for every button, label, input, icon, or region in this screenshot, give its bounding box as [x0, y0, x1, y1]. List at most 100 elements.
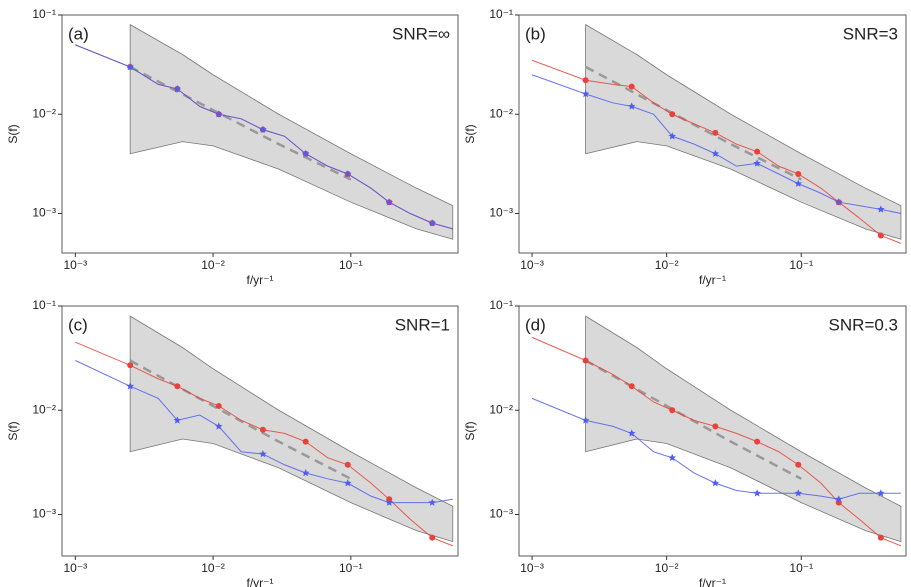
marker-star — [259, 450, 267, 458]
x-axis-label: f/yr⁻¹ — [699, 273, 726, 287]
x-tick-label: 10⁻² — [655, 561, 679, 575]
marker-star — [835, 198, 843, 206]
marker-star — [877, 489, 885, 497]
panel: 10⁻³ 10⁻² 10⁻¹ 10⁻³ 10⁻² 10⁻¹ (a) SNR=∞ f/yr⁻¹ S(… — [6, 7, 459, 287]
y-tick-label: 10⁻³ — [32, 206, 56, 220]
marker-dot — [174, 383, 181, 390]
marker-dot — [127, 362, 134, 369]
panel-label: (b) — [525, 24, 546, 43]
y-axis-label: S(f) — [463, 124, 477, 143]
spectrum-line — [75, 341, 453, 547]
marker-dot — [712, 129, 719, 136]
marker-star — [215, 110, 223, 118]
panel-label: (c) — [68, 315, 88, 334]
marker-star — [753, 489, 761, 497]
axes-frame — [518, 305, 907, 557]
spectrum-line — [531, 336, 902, 547]
y-tick-label: 10⁻² — [32, 402, 56, 416]
marker-star — [173, 416, 182, 424]
x-tick-label: 10⁻³ — [64, 561, 88, 575]
spectrum-line — [531, 397, 901, 500]
axes-frame — [61, 14, 459, 254]
marker-dot — [302, 438, 309, 445]
x-tick-label: 10⁻¹ — [339, 561, 363, 575]
y-tick-label: 10⁻¹ — [489, 298, 513, 312]
marker-dot — [344, 461, 351, 468]
x-tick-label: 10⁻² — [201, 561, 225, 575]
marker-dot — [754, 438, 761, 445]
x-axis-label: f/yr⁻¹ — [247, 576, 274, 587]
spectrum-line — [75, 44, 453, 230]
marker-dot — [259, 426, 266, 433]
y-tick-label: 10⁻³ — [489, 206, 513, 220]
x-tick-label: 10⁻¹ — [789, 258, 813, 272]
marker-star — [173, 84, 182, 93]
marker-dot — [669, 111, 676, 118]
y-axis-label: S(f) — [6, 124, 20, 143]
y-tick-label: 10⁻¹ — [32, 7, 56, 21]
confidence-band — [585, 315, 902, 543]
marker-star — [126, 382, 134, 390]
marker-star — [581, 90, 590, 98]
marker-star — [215, 422, 223, 430]
snr-annotation: SNR=1 — [395, 315, 450, 334]
marker-star — [301, 469, 310, 477]
marker-dot — [795, 171, 802, 178]
y-tick-label: 10⁻³ — [489, 507, 513, 521]
marker-star — [668, 453, 676, 461]
x-tick-label: 10⁻² — [201, 258, 225, 272]
marker-star — [668, 132, 676, 140]
snr-annotation: SNR=3 — [843, 24, 898, 43]
marker-dot — [712, 423, 719, 430]
marker-star — [794, 489, 803, 497]
axes-frame — [61, 305, 459, 557]
marker-star — [627, 102, 636, 110]
marker-star — [711, 479, 720, 487]
marker-star — [835, 495, 843, 503]
snr-annotation: SNR=0.3 — [829, 315, 898, 334]
x-axis-label: f/yr⁻¹ — [247, 273, 274, 287]
spectrum-line — [531, 74, 902, 214]
x-tick-label: 10⁻³ — [520, 258, 544, 272]
marker-star — [711, 149, 720, 157]
y-tick-label: 10⁻¹ — [32, 298, 56, 312]
marker-dot — [669, 407, 676, 414]
marker-star — [301, 149, 310, 157]
y-axis-label: S(f) — [463, 421, 477, 440]
marker-dot — [754, 148, 761, 155]
marker-star — [581, 416, 590, 424]
marker-star — [343, 170, 352, 178]
mean-line — [129, 65, 352, 181]
y-tick-label: 10⁻² — [489, 106, 513, 120]
marker-star — [385, 498, 393, 506]
marker-star — [428, 498, 436, 506]
panel: 10⁻³ 10⁻² 10⁻¹ 10⁻³ 10⁻² 10⁻¹ (b) SNR=3 f/yr⁻¹ S(… — [463, 7, 907, 287]
marker-dot — [429, 534, 436, 541]
panel: 10⁻³ 10⁻² 10⁻¹ 10⁻³ 10⁻² 10⁻¹ (c) SNR=1 f/yr⁻¹ S(… — [6, 298, 459, 587]
confidence-band — [585, 23, 902, 240]
spectrum-line — [531, 59, 902, 244]
marker-dot — [215, 402, 222, 409]
marker-star — [343, 479, 352, 487]
y-axis-label: S(f) — [6, 421, 20, 440]
marker-dot — [582, 77, 589, 84]
y-tick-label: 10⁻¹ — [489, 7, 513, 21]
confidence-band — [129, 23, 454, 240]
marker-star — [428, 219, 436, 227]
marker-star — [259, 125, 267, 133]
marker-dot — [795, 461, 802, 468]
x-tick-label: 10⁻³ — [64, 258, 88, 272]
panel-label: (d) — [525, 315, 546, 334]
x-tick-label: 10⁻¹ — [339, 258, 363, 272]
spectrum-line — [75, 360, 453, 504]
marker-star — [385, 198, 393, 206]
y-tick-label: 10⁻² — [32, 106, 56, 120]
x-tick-label: 10⁻² — [655, 258, 679, 272]
marker-star — [794, 179, 803, 187]
marker-dot — [582, 357, 589, 364]
mean-line — [129, 359, 352, 480]
marker-star — [126, 62, 134, 71]
confidence-band — [129, 315, 454, 543]
marker-star — [877, 205, 885, 213]
